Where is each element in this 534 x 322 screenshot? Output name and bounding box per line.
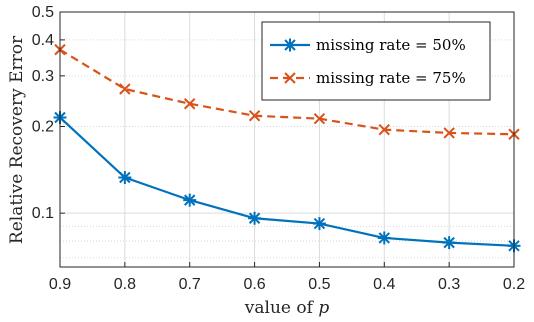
- x-tick-label: 0.6: [243, 276, 265, 293]
- legend-items: missing rate = 50% missing rate = 75%: [270, 36, 466, 87]
- x-tick-label: 0.8: [114, 276, 136, 293]
- series-layer: [53, 43, 521, 253]
- data-point: [248, 110, 261, 122]
- marker-stroke: [443, 127, 455, 139]
- data-point: [442, 236, 456, 250]
- series-2: [54, 43, 520, 140]
- series-1: [53, 110, 521, 253]
- x-axis-label-variable: p: [318, 298, 329, 318]
- legend-box: [261, 21, 491, 101]
- marker-stroke: [184, 98, 196, 110]
- marker-stroke: [119, 83, 131, 95]
- y-tick-label: 0.4: [32, 32, 54, 49]
- marker-stroke: [248, 110, 261, 122]
- series-line: [59, 116, 515, 247]
- x-tick-label: 0.3: [438, 276, 460, 293]
- x-tick-label: 0.7: [179, 276, 201, 293]
- legend-label: missing rate = 75%: [316, 69, 466, 87]
- data-point: [378, 123, 390, 136]
- marker-stroke: [313, 112, 326, 125]
- x-tick-label: 0.9: [49, 276, 71, 293]
- x-tick-label: 0.5: [308, 276, 330, 293]
- legend: missing rate = 50% missing rate = 75%: [261, 21, 491, 101]
- y-tick-label: 0.2: [32, 119, 54, 136]
- data-point: [312, 217, 326, 231]
- plot-frame: [59, 11, 515, 268]
- x-tick-label: 0.2: [503, 276, 525, 293]
- legend-item: missing rate = 50%: [270, 36, 466, 54]
- legend-label: missing rate = 50%: [316, 36, 466, 54]
- ticks-layer: 0.1 0.2 0.3 0.4 0.5 0.9 0.8 0.7 0.6 0.5 0.4 0.3 0.2: [32, 4, 525, 293]
- data-point: [184, 98, 196, 110]
- data-point: [313, 112, 326, 125]
- y-tick-label: 0.1: [32, 205, 54, 222]
- y-tick-label: 0.5: [32, 4, 54, 21]
- data-point: [248, 211, 262, 225]
- y-tick-label: 0.3: [32, 68, 54, 85]
- data-point: [377, 231, 391, 245]
- x-axis-label: value of p: [244, 298, 330, 318]
- marker-stroke: [378, 123, 390, 136]
- series-line: [59, 48, 515, 136]
- data-point: [118, 171, 132, 185]
- x-tick-label: 0.4: [373, 276, 395, 293]
- legend-item: missing rate = 75%: [270, 69, 466, 87]
- legend-marker: [283, 38, 297, 52]
- x-axis-label-prefix: value of: [244, 298, 319, 318]
- data-point: [119, 83, 131, 95]
- data-point: [183, 193, 197, 207]
- legend-marker: [284, 72, 296, 84]
- y-axis-label: Relative Recovery Error: [7, 35, 27, 244]
- data-point: [443, 127, 455, 139]
- marker-stroke: [284, 72, 296, 84]
